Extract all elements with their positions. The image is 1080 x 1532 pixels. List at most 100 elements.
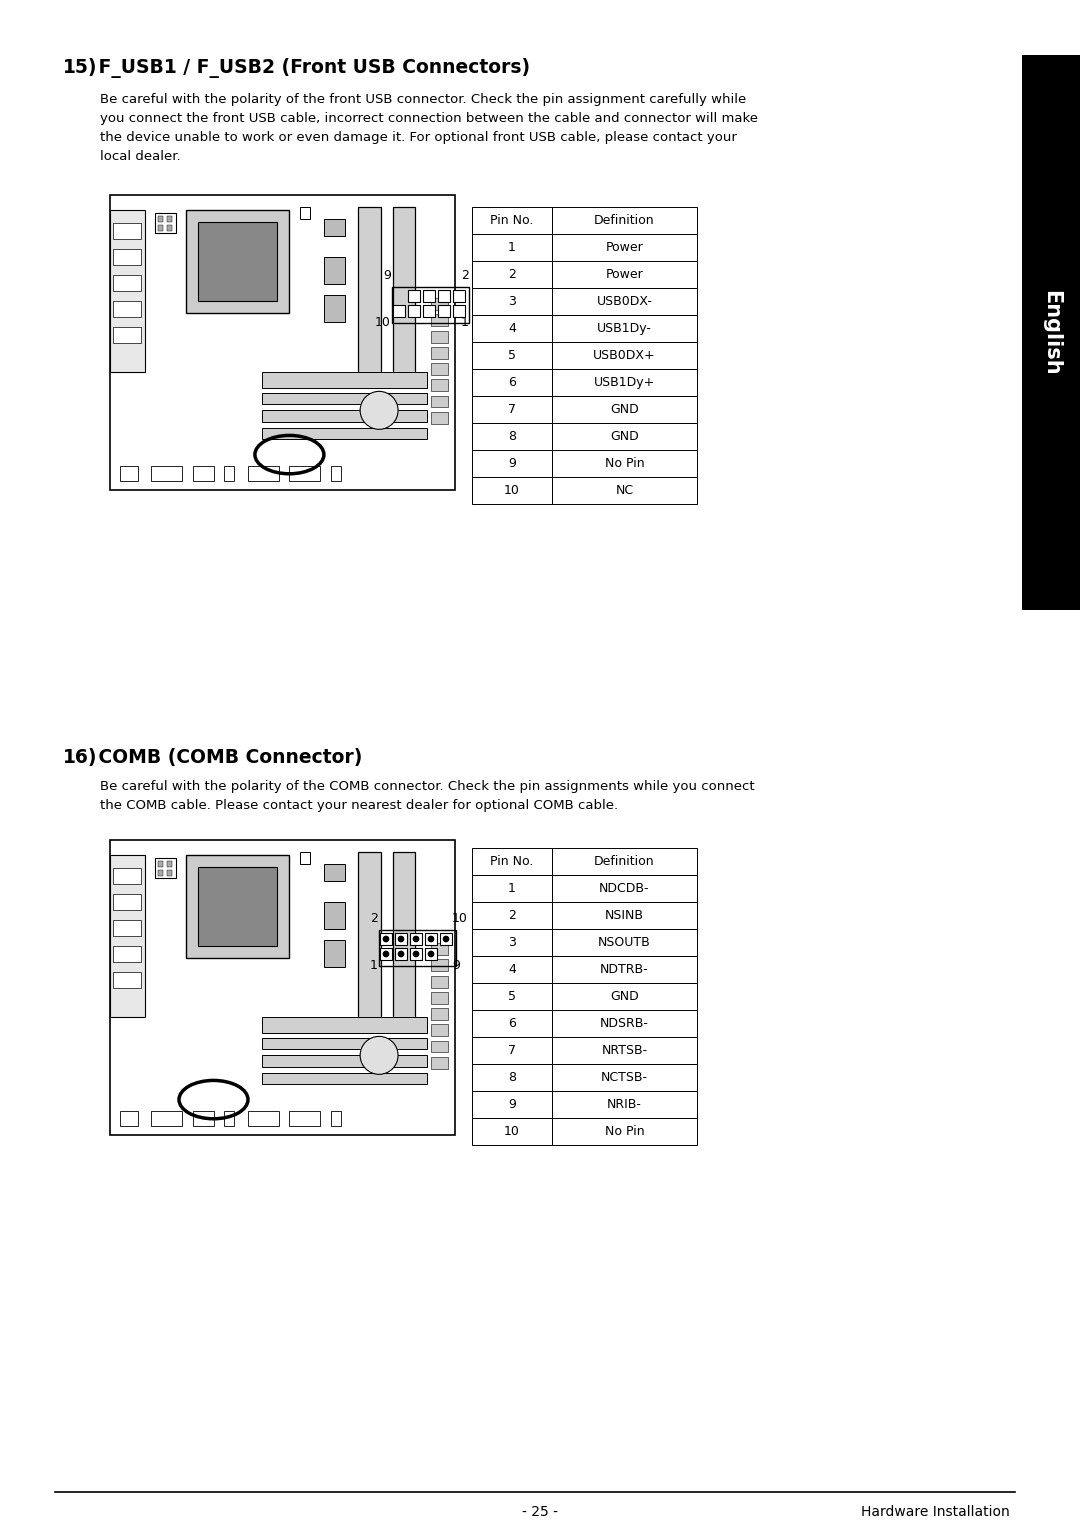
Text: Power: Power bbox=[606, 268, 644, 280]
Text: 10: 10 bbox=[504, 1124, 519, 1138]
Bar bbox=[408, 305, 420, 317]
Text: 9: 9 bbox=[508, 457, 516, 470]
Bar bbox=[158, 861, 163, 867]
Bar bbox=[410, 948, 422, 961]
Text: 4: 4 bbox=[508, 964, 516, 976]
Bar bbox=[261, 411, 428, 421]
Bar bbox=[392, 286, 469, 323]
Bar bbox=[426, 933, 437, 945]
Bar bbox=[158, 225, 163, 231]
Bar bbox=[431, 380, 448, 391]
Bar bbox=[472, 956, 552, 984]
Bar bbox=[113, 919, 141, 936]
Bar bbox=[472, 849, 552, 875]
Bar bbox=[167, 870, 173, 876]
Text: NC: NC bbox=[616, 484, 634, 496]
Text: 1: 1 bbox=[508, 241, 516, 254]
Text: 15): 15) bbox=[63, 58, 97, 77]
Bar bbox=[186, 855, 289, 958]
Bar bbox=[393, 852, 416, 1023]
Bar bbox=[431, 959, 448, 971]
Bar bbox=[248, 466, 279, 481]
Circle shape bbox=[397, 951, 404, 958]
Bar bbox=[110, 855, 145, 1017]
Text: Definition: Definition bbox=[594, 214, 654, 227]
Bar bbox=[199, 867, 276, 945]
Bar bbox=[472, 1010, 552, 1037]
Bar bbox=[113, 274, 141, 291]
Bar bbox=[431, 944, 448, 954]
Bar bbox=[453, 290, 465, 302]
Text: 9: 9 bbox=[383, 270, 391, 282]
Text: 6: 6 bbox=[508, 375, 516, 389]
Bar bbox=[120, 1111, 137, 1126]
Bar bbox=[472, 1065, 552, 1091]
Bar bbox=[431, 976, 448, 988]
Bar bbox=[158, 870, 163, 876]
Bar bbox=[552, 956, 697, 984]
Text: 2: 2 bbox=[508, 268, 516, 280]
Text: 3: 3 bbox=[508, 296, 516, 308]
Bar bbox=[472, 476, 552, 504]
Bar bbox=[261, 1056, 428, 1066]
Bar bbox=[472, 902, 552, 928]
Bar bbox=[359, 852, 381, 1023]
Bar bbox=[472, 984, 552, 1010]
Text: USB0DX+: USB0DX+ bbox=[593, 349, 656, 362]
Text: Power: Power bbox=[606, 241, 644, 254]
Bar bbox=[552, 902, 697, 928]
Text: No Pin: No Pin bbox=[605, 1124, 645, 1138]
Bar bbox=[552, 234, 697, 260]
Bar bbox=[552, 984, 697, 1010]
Circle shape bbox=[360, 391, 399, 429]
Bar bbox=[324, 257, 345, 283]
Bar bbox=[472, 316, 552, 342]
Circle shape bbox=[397, 936, 404, 942]
Bar bbox=[113, 945, 141, 962]
Text: English: English bbox=[1041, 290, 1061, 375]
Bar bbox=[552, 450, 697, 476]
Bar bbox=[552, 875, 697, 902]
Text: Be careful with the polarity of the front USB connector. Check the pin assignmen: Be careful with the polarity of the fron… bbox=[100, 93, 746, 106]
Text: 7: 7 bbox=[508, 403, 516, 417]
Circle shape bbox=[428, 951, 434, 958]
Bar bbox=[472, 260, 552, 288]
Bar bbox=[324, 941, 345, 967]
Bar bbox=[380, 948, 392, 961]
Text: 2: 2 bbox=[508, 908, 516, 922]
Bar bbox=[408, 290, 420, 302]
Bar bbox=[552, 1091, 697, 1118]
Bar bbox=[300, 207, 310, 219]
Bar bbox=[113, 893, 141, 910]
Bar bbox=[472, 875, 552, 902]
Bar bbox=[261, 1037, 428, 1049]
Bar bbox=[154, 213, 176, 233]
Bar bbox=[552, 849, 697, 875]
Text: 7: 7 bbox=[508, 1043, 516, 1057]
Bar bbox=[110, 195, 455, 490]
Bar bbox=[248, 1111, 279, 1126]
Text: Pin No.: Pin No. bbox=[490, 214, 534, 227]
Bar bbox=[552, 288, 697, 316]
Text: NDCDB-: NDCDB- bbox=[599, 882, 650, 895]
Text: NSINB: NSINB bbox=[605, 908, 644, 922]
Bar bbox=[472, 288, 552, 316]
Bar bbox=[426, 948, 437, 961]
Bar bbox=[552, 395, 697, 423]
Text: 1: 1 bbox=[508, 882, 516, 895]
Text: - 25 -: - 25 - bbox=[522, 1504, 558, 1520]
Bar bbox=[261, 392, 428, 404]
Text: 5: 5 bbox=[508, 990, 516, 1003]
Bar bbox=[395, 933, 407, 945]
Bar bbox=[261, 372, 428, 388]
Bar bbox=[423, 305, 435, 317]
Bar bbox=[552, 316, 697, 342]
Bar bbox=[410, 933, 422, 945]
Circle shape bbox=[443, 936, 449, 942]
Bar bbox=[330, 1111, 341, 1126]
Bar bbox=[431, 1057, 448, 1069]
Text: USB1Dy+: USB1Dy+ bbox=[594, 375, 656, 389]
Bar bbox=[431, 331, 448, 343]
Bar bbox=[472, 234, 552, 260]
Text: 10: 10 bbox=[504, 484, 519, 496]
